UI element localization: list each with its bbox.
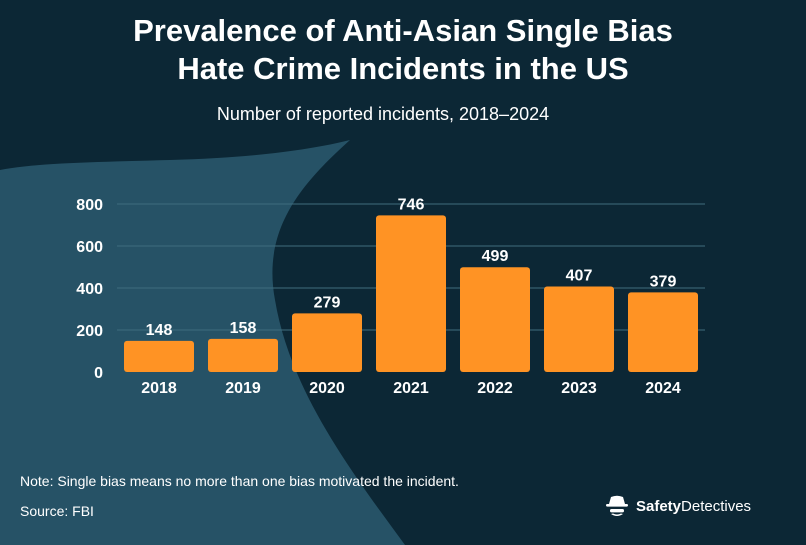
bar	[292, 313, 362, 372]
detective-icon	[606, 495, 628, 516]
bar	[460, 267, 530, 372]
brand-name-regular: Detectives	[681, 497, 752, 515]
y-tick-label: 400	[76, 281, 103, 298]
data-labels: 148 158 279 746 499 407 379	[146, 196, 677, 339]
x-axis-ticks: 2018 2019 2020 2021 2022 2023 2024	[141, 380, 681, 397]
bars	[124, 215, 698, 372]
x-tick-label: 2024	[645, 380, 681, 397]
y-axis-ticks: 0 200 400 600 800	[76, 197, 103, 382]
bar-value-label: 379	[650, 273, 677, 290]
chart-title-line-1: Prevalence of Anti-Asian Single Bias	[133, 13, 673, 48]
y-tick-label: 0	[94, 365, 103, 382]
brand-logo: Safety Detectives	[604, 493, 751, 519]
bar	[124, 340, 194, 372]
bar	[208, 338, 278, 372]
source-note: Source: FBI	[20, 503, 94, 519]
y-tick-label: 200	[76, 323, 103, 340]
bar-value-label: 746	[398, 196, 425, 213]
x-tick-label: 2020	[309, 380, 345, 397]
chart-title-line-2: Hate Crime Incidents in the US	[177, 51, 629, 86]
bar-chart: 148 158 279 746 499 407 379 0 200 400 600 800 2018…	[76, 196, 705, 397]
bar	[544, 286, 614, 372]
bar-value-label: 158	[230, 320, 257, 337]
bar-value-label: 499	[482, 248, 509, 265]
x-tick-label: 2018	[141, 380, 177, 397]
bar-value-label: 407	[566, 268, 593, 285]
y-tick-label: 800	[76, 197, 103, 214]
chart-title: Prevalence of Anti-Asian Single Bias Hat…	[0, 12, 806, 88]
bar-value-label: 148	[146, 322, 173, 339]
x-tick-label: 2023	[561, 380, 597, 397]
x-tick-label: 2019	[225, 380, 261, 397]
x-tick-label: 2021	[393, 380, 429, 397]
bar	[376, 215, 446, 372]
footnote: Note: Single bias means no more than one…	[20, 473, 459, 489]
x-tick-label: 2022	[477, 380, 513, 397]
y-tick-label: 600	[76, 239, 103, 256]
brand-name-bold: Safety	[636, 497, 682, 515]
bar	[628, 292, 698, 372]
bar-value-label: 279	[314, 294, 341, 311]
chart-subtitle: Number of reported incidents, 2018–2024	[216, 104, 550, 124]
